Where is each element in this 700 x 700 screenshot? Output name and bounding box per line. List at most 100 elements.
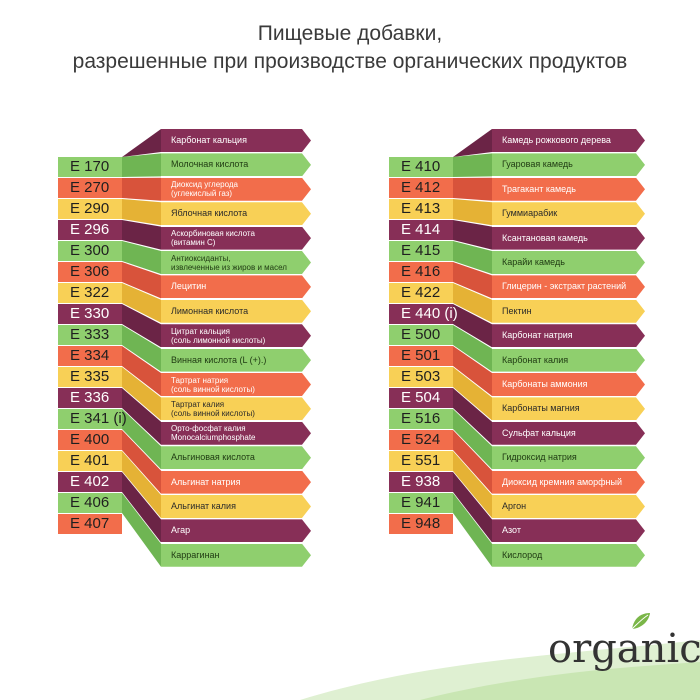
connector-band — [453, 367, 492, 421]
connector-band — [453, 388, 492, 445]
connector-band — [122, 177, 161, 201]
additive-name-item: Яблочная кислота — [161, 202, 311, 225]
additive-name-line: Лимонная кислота — [171, 305, 249, 316]
additive-name-line: Карбонат натрия — [502, 330, 573, 341]
additive-code: E 938 — [389, 472, 453, 492]
additive-code: E 300 — [58, 241, 122, 261]
organic-logo: organic — [548, 626, 700, 672]
additive-name-item: Ксантановая камедь — [492, 227, 645, 250]
connector-band — [122, 241, 161, 274]
connector-band — [122, 304, 161, 348]
connector-band — [453, 451, 492, 518]
additive-name-line: Гуммиарабик — [502, 208, 558, 219]
connector-band — [453, 262, 492, 299]
additive-name-item: Тартрат натрия (соль винной кислоты) — [161, 373, 311, 396]
connector-band — [453, 304, 492, 348]
additive-name-line: Азот — [502, 525, 521, 536]
additive-name-item: Винная кислота (L (+).) — [161, 349, 311, 372]
additive-code: E 335 — [58, 367, 122, 387]
additive-code: E 503 — [389, 367, 453, 387]
additive-name-line: Карбонаты магния — [502, 403, 580, 414]
additive-name-line: извлеченные из жиров и масел — [171, 262, 287, 272]
additive-code: E 270 — [58, 178, 122, 198]
additive-name-item: Трагакант камедь — [492, 178, 645, 201]
additive-name-item: Тартрат калия (соль винной кислоты) — [161, 397, 311, 420]
additive-name-item: Гуаровая камедь — [492, 153, 645, 176]
additive-name-item: Карбонат кальция — [161, 129, 311, 152]
additive-name-item: Аргон — [492, 495, 645, 518]
additive-code: E 407 — [58, 514, 122, 534]
additive-name-item: Альгинат калия — [161, 495, 311, 518]
additive-name-item: Карайи камедь — [492, 251, 645, 274]
title-line-1: Пищевые добавки, — [257, 22, 443, 45]
connector-band — [453, 220, 492, 250]
additive-name-item: Альгинат натрия — [161, 471, 311, 494]
additive-code: E 416 — [389, 262, 453, 282]
additive-code: E 413 — [389, 199, 453, 219]
additive-name-item: Пектин — [492, 300, 645, 323]
additive-name-line: (витамин С) — [171, 238, 216, 248]
connector-band — [122, 220, 161, 250]
additive-code: E 170 — [58, 157, 122, 177]
additive-name-item: Камедь рожкового дерева — [492, 129, 645, 152]
additive-name-line: Гидроксид натрия — [502, 452, 577, 463]
additive-name-item: Лецитин — [161, 275, 311, 298]
additive-name-line: Цитрат кальция — [171, 326, 231, 336]
additive-name-line: Диоксид кремния аморфный — [502, 476, 623, 487]
additive-name-item: Аскорбиновая кислота (витамин С) — [161, 227, 311, 250]
additive-code: E 401 — [58, 451, 122, 471]
additive-name-item: Диоксид углерода (углекислый газ) — [161, 178, 311, 201]
additive-name-item: Агар — [161, 519, 311, 542]
additive-name-line: Monocalciumphosphate — [171, 433, 256, 443]
connector-band — [122, 409, 161, 470]
additive-name-item: Антиоксиданты, извлеченные из жиров и мас… — [161, 251, 311, 274]
additive-code: E 941 — [389, 493, 453, 513]
additive-code: E 501 — [389, 346, 453, 366]
additive-name-line: Гуаровая камедь — [502, 159, 573, 170]
additive-name-line: Аскорбиновая кислота — [171, 229, 255, 239]
additive-code: E 422 — [389, 283, 453, 303]
additive-name-item: Молочная кислота — [161, 153, 311, 176]
additive-name-line: Глицерин - экстракт растений — [502, 281, 627, 292]
connector-band — [122, 283, 161, 323]
additive-name-item: Гидроксид натрия — [492, 446, 645, 469]
additive-code: E 551 — [389, 451, 453, 471]
connector-band — [122, 388, 161, 445]
additive-name-item: Альгиновая кислота — [161, 446, 311, 469]
additive-name-line: Камедь рожкового дерева — [502, 135, 611, 145]
connector-band — [122, 325, 161, 372]
additive-code: E 414 — [389, 220, 453, 240]
additive-name-line: Карбонаты аммония — [502, 379, 588, 389]
additive-name-line: (углекислый газ) — [171, 189, 233, 199]
additive-name-line: Альгинат калия — [171, 501, 236, 511]
additive-name-line: Аргон — [502, 501, 527, 511]
additive-name-item: Каррагинан — [161, 544, 311, 567]
additive-name-item: Орто-фосфат калия Monocalciumphosphate — [161, 422, 311, 445]
connector-band — [453, 153, 492, 177]
additive-name-line: (соль лимонной кислоты) — [171, 335, 266, 345]
additive-name-line: Альгиновая кислота — [171, 452, 255, 463]
additive-code: E 412 — [389, 178, 453, 198]
additive-code: E 306 — [58, 262, 122, 282]
additive-name-line: (соль винной кислоты) — [171, 408, 255, 418]
additive-name-item: Гуммиарабик — [492, 202, 645, 225]
additive-code: E 948 — [389, 514, 453, 534]
additive-name-item: Карбонат калия — [492, 349, 645, 372]
additive-name-line: Трагакант камедь — [502, 183, 576, 194]
additive-name-item: Цитрат кальция (соль лимонной кислоты) — [161, 324, 311, 347]
additive-code: E 410 — [389, 157, 453, 177]
additive-name-item: Карбонаты аммония — [492, 373, 645, 396]
additive-code: E 504 — [389, 388, 453, 408]
connector-band — [453, 409, 492, 470]
additive-name-line: Лецитин — [171, 281, 207, 292]
additive-name-line: Яблочная кислота — [171, 208, 248, 219]
connector-band — [453, 430, 492, 494]
additive-name-line: Кислород — [502, 549, 543, 560]
additive-name-item: Карбонат натрия — [492, 324, 645, 347]
connector-band — [453, 472, 492, 543]
additive-code: E 400 — [58, 430, 122, 450]
additive-code: E 290 — [58, 199, 122, 219]
title-line-2: разрешенные при производстве органически… — [72, 50, 628, 73]
